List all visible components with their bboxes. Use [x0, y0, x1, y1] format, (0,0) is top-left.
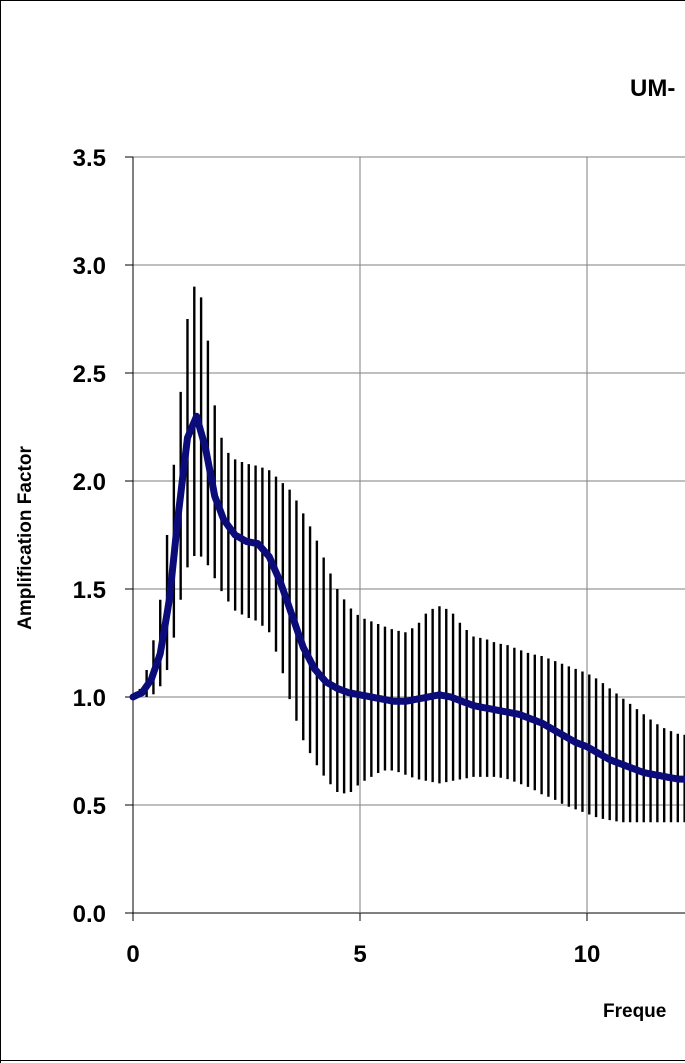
x-tick-label: 10: [574, 941, 601, 968]
y-tick-label: 1.0: [73, 685, 106, 712]
mean-amplification-line: [129, 412, 685, 783]
x-tick-label: 0: [126, 941, 139, 968]
error-bars: [138, 286, 685, 823]
x-tick-label: 5: [353, 941, 366, 968]
mean-line-layer: [129, 412, 685, 783]
x-axis-label: Freque: [603, 1001, 666, 1022]
y-tick-label: 2.0: [73, 469, 106, 496]
y-tick-label: 3.5: [73, 145, 106, 172]
y-tick-label: 3.0: [73, 253, 106, 280]
grid: [125, 156, 685, 921]
chart-title: UM-: [630, 75, 675, 102]
x-tick-labels: 0 5 10: [126, 941, 600, 968]
y-axis-label: Amplification Factor: [15, 446, 36, 630]
y-tick-label: 2.5: [73, 361, 106, 388]
y-tick-labels: 0.0 0.5 1.0 1.5 2.0 2.5 3.0 3.5: [73, 145, 106, 928]
y-tick-label: 0.0: [73, 901, 106, 928]
y-tick-label: 0.5: [73, 793, 106, 820]
y-tick-label: 1.5: [73, 577, 106, 604]
